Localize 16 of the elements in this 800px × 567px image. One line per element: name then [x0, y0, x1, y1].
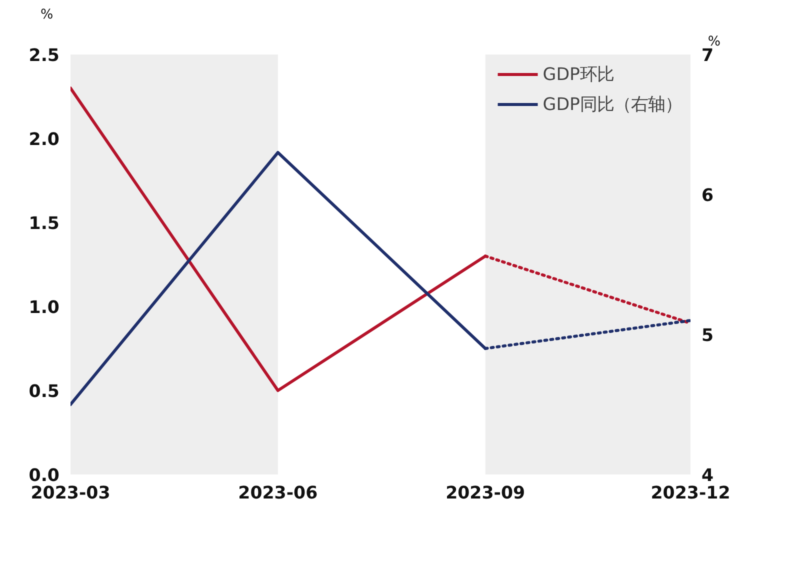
y-tick-label: 0.0	[28, 466, 60, 486]
y2-tick-label: 5	[702, 326, 714, 346]
x-tick-label: 2023-03	[30, 484, 110, 504]
x-tick-label: 2023-06	[238, 484, 318, 504]
y-tick-label: 2.0	[28, 130, 60, 150]
legend-label: GDP同比（右轴）	[542, 94, 682, 116]
x-tick-label: 2023-09	[446, 484, 526, 504]
y-axis-title: %	[40, 8, 54, 22]
y-tick-label: 0.5	[28, 382, 60, 402]
legend-label: GDP环比	[542, 64, 614, 86]
y-tick-label: 1.5	[28, 214, 60, 234]
y2-tick-label: 4	[702, 466, 714, 486]
y-tick-label: 1.0	[28, 298, 60, 318]
x-tick-label: 2023-12	[650, 484, 730, 504]
y-tick-label: 2.5	[28, 46, 60, 66]
y2-tick-label: 6	[702, 186, 714, 206]
